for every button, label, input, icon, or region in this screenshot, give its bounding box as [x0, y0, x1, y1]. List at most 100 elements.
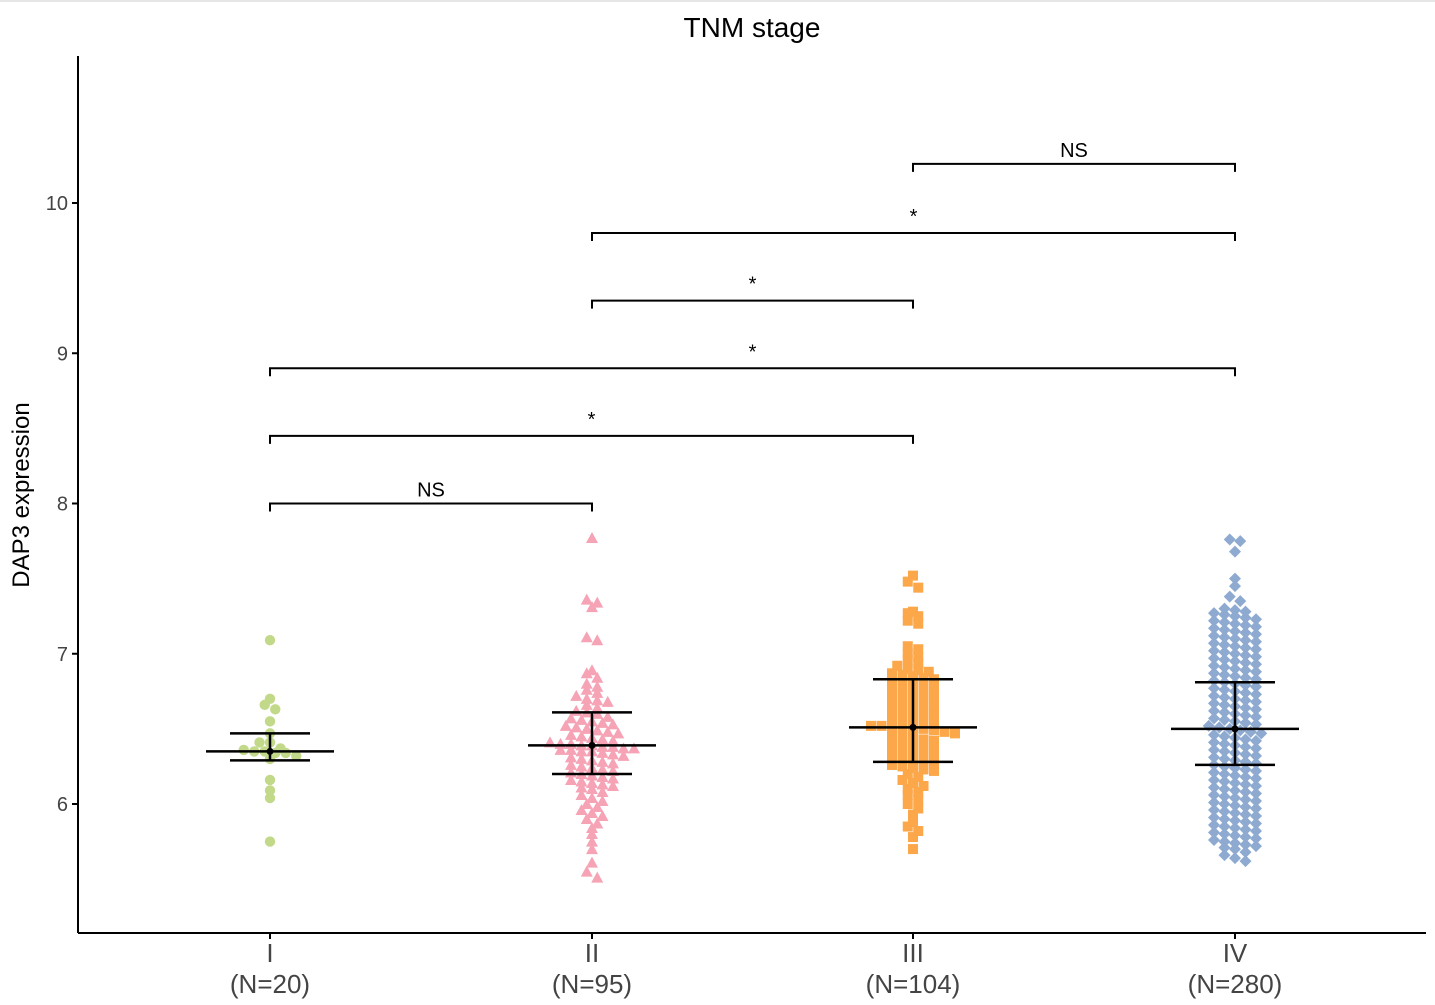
data-point-diamond	[1229, 545, 1241, 558]
data-point-diamond	[1229, 843, 1241, 856]
x-tick-label: III	[902, 938, 924, 968]
data-point-diamond	[1250, 734, 1262, 747]
data-point-square	[918, 723, 929, 734]
data-point-diamond	[1234, 535, 1247, 548]
data-point-diamond	[1229, 580, 1241, 593]
data-point-diamond	[1218, 638, 1231, 651]
data-point-diamond	[1239, 664, 1252, 677]
data-point-square	[929, 719, 939, 730]
data-point-square	[913, 794, 924, 805]
data-point-diamond	[1208, 697, 1220, 710]
data-point-diamond	[1208, 788, 1220, 801]
data-point-square	[929, 758, 939, 769]
mean-dot	[588, 741, 596, 749]
data-point-square	[913, 618, 924, 629]
data-point-diamond	[1250, 817, 1262, 830]
data-point-diamond	[1250, 794, 1262, 807]
data-point-square	[913, 657, 924, 668]
data-point-diamond	[1229, 625, 1241, 638]
data-points	[238, 532, 1268, 883]
data-point-square	[902, 615, 913, 626]
data-point-diamond	[1239, 846, 1252, 859]
data-point-diamond	[1208, 736, 1220, 749]
data-point-diamond	[1239, 716, 1252, 729]
data-point-diamond	[1229, 640, 1241, 653]
data-point-circle	[238, 744, 249, 756]
data-point-diamond	[1208, 704, 1220, 717]
data-point-square	[918, 749, 929, 760]
data-point-triangle	[596, 755, 609, 767]
data-point-diamond	[1218, 745, 1231, 758]
mean-dot	[1231, 725, 1239, 733]
data-point-triangle	[580, 813, 593, 825]
data-point-square	[897, 707, 908, 718]
data-point-triangle	[591, 694, 604, 706]
data-point-diamond	[1250, 825, 1262, 838]
data-point-triangle	[580, 722, 593, 734]
data-point-triangle	[628, 742, 640, 754]
significance-bracket	[269, 434, 914, 444]
data-point-square	[897, 761, 908, 772]
data-point-diamond	[1208, 674, 1220, 687]
data-point-diamond	[1239, 778, 1252, 791]
data-point-diamond	[1250, 643, 1262, 656]
significance-label: *	[588, 409, 596, 431]
data-point-square	[902, 663, 913, 674]
data-point-square	[887, 713, 897, 724]
data-point-triangle	[565, 743, 577, 755]
data-point-square	[897, 746, 908, 757]
data-point-diamond	[1218, 841, 1231, 854]
data-point-diamond	[1208, 773, 1220, 786]
data-point-diamond	[1239, 770, 1252, 783]
data-point-diamond	[1239, 793, 1252, 806]
data-point-diamond	[1229, 769, 1241, 782]
data-point-square	[887, 744, 897, 755]
data-point-square	[913, 582, 924, 593]
data-point-triangle	[580, 593, 593, 605]
data-point-square	[902, 648, 913, 659]
data-point-diamond	[1218, 782, 1231, 795]
significance-label: *	[910, 206, 918, 228]
data-point-square	[950, 728, 960, 739]
data-point-square	[897, 684, 908, 695]
data-point-square	[897, 677, 908, 688]
data-point-triangle	[570, 721, 583, 733]
data-point-triangle	[601, 695, 614, 707]
data-point-diamond	[1208, 796, 1220, 809]
data-point-square	[887, 705, 897, 716]
data-point-triangle	[586, 601, 598, 613]
data-point-triangle	[591, 871, 604, 883]
data-point-diamond	[1250, 695, 1262, 708]
data-point-square	[918, 717, 929, 728]
data-point-diamond	[1250, 688, 1262, 701]
data-point-diamond	[1218, 760, 1231, 773]
data-point-diamond	[1218, 646, 1231, 659]
data-point-square	[918, 780, 929, 791]
data-point-triangle	[575, 788, 588, 800]
data-point-square	[929, 704, 939, 715]
data-point-triangle	[601, 725, 614, 737]
data-point-square	[913, 786, 924, 797]
data-point-diamond	[1250, 810, 1262, 823]
data-point-diamond	[1218, 706, 1231, 719]
data-point-diamond	[1250, 832, 1262, 845]
data-point-diamond	[1218, 608, 1231, 621]
data-point-triangle	[580, 865, 593, 877]
data-point-square	[897, 669, 908, 680]
data-point-circle	[264, 716, 276, 727]
data-point-triangle	[607, 734, 619, 746]
data-point-triangle	[586, 843, 598, 855]
data-point-triangle	[607, 718, 619, 730]
data-point-square	[913, 665, 924, 676]
data-point-diamond	[1218, 835, 1231, 848]
data-point-square	[902, 799, 913, 809]
data-point-square	[908, 817, 918, 828]
data-point-triangle	[591, 701, 604, 713]
data-point-diamond	[1208, 682, 1220, 695]
data-point-square	[897, 753, 908, 764]
data-point-triangle	[580, 683, 593, 695]
data-point-diamond	[1218, 631, 1231, 644]
data-point-diamond	[1208, 751, 1220, 764]
data-point-triangle	[565, 751, 577, 763]
data-point-diamond	[1218, 698, 1231, 711]
